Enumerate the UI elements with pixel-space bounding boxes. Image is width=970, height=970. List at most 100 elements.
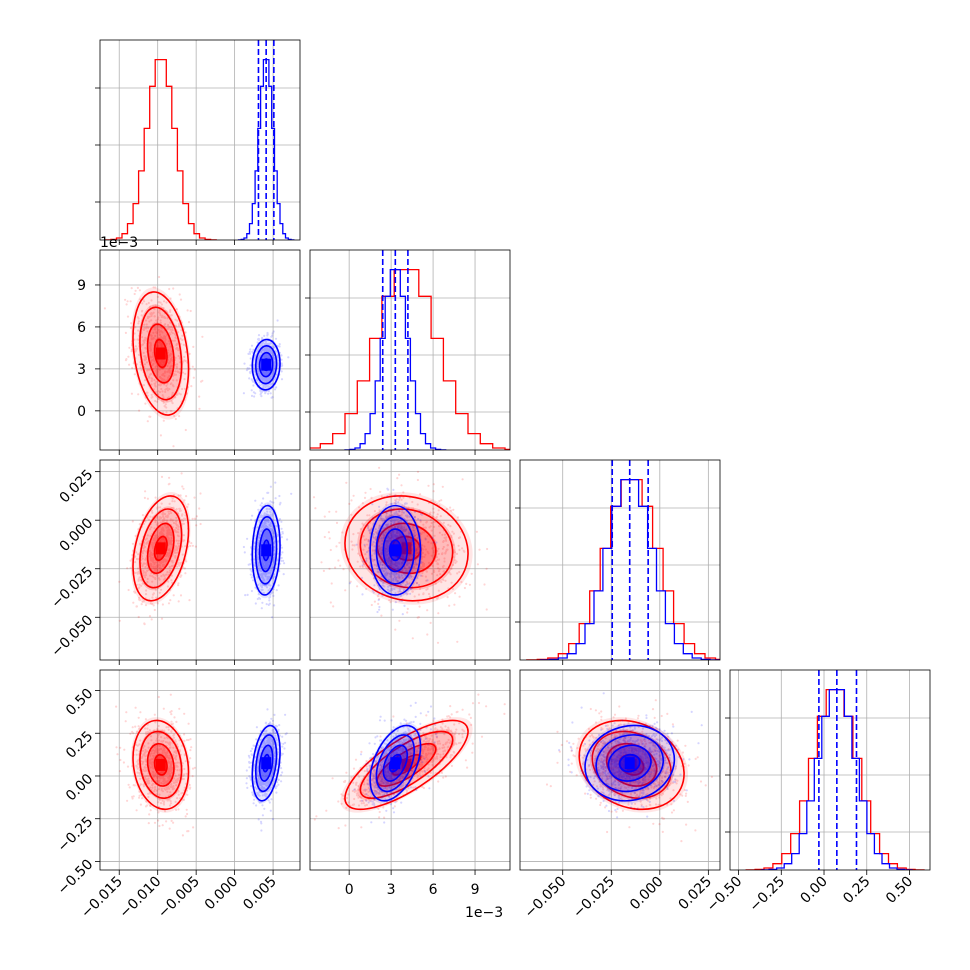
scatter-point: [125, 711, 128, 714]
scatter-point: [432, 490, 435, 493]
scatter-point: [421, 565, 425, 568]
scatter-point: [158, 309, 161, 312]
scatter-point: [146, 369, 149, 372]
scatter-point: [266, 385, 269, 388]
scatter-point: [185, 560, 188, 563]
scatter-point: [360, 576, 364, 580]
scatter-point: [401, 561, 404, 564]
scatter-point: [158, 532, 162, 535]
scatter-point: [151, 547, 155, 550]
scatter-point: [153, 608, 156, 612]
scatter-point: [185, 738, 189, 742]
scatter-point: [149, 343, 152, 346]
scatter-point: [281, 551, 284, 554]
scatter-point: [262, 497, 265, 500]
scatter-point: [264, 377, 267, 380]
scatter-point: [136, 567, 140, 570]
scatter-point: [140, 579, 143, 582]
scatter-point: [272, 501, 275, 504]
scatter-point: [187, 722, 190, 725]
scatter-point: [409, 592, 412, 595]
scatter-point: [173, 528, 176, 532]
scatter-point: [137, 578, 140, 581]
scatter-point: [158, 362, 162, 365]
scatter-point: [267, 392, 270, 395]
scatter-point: [182, 487, 185, 490]
scatter-point: [174, 356, 177, 359]
scatter-point: [270, 350, 273, 353]
scatter-point: [179, 594, 183, 597]
scatter-point: [271, 352, 274, 355]
scatter-point: [270, 592, 273, 595]
scatter-point: [260, 391, 263, 395]
scatter-point: [265, 534, 268, 537]
scatter-point: [178, 357, 181, 360]
scatter-point: [134, 348, 137, 351]
scatter-point: [127, 588, 130, 592]
scatter-point: [426, 579, 429, 582]
scatter-point: [252, 380, 255, 383]
scatter-point: [148, 549, 151, 553]
scatter-point: [348, 502, 351, 505]
scatter-point: [199, 522, 202, 526]
scatter-point: [158, 340, 161, 343]
scatter-point: [149, 515, 152, 518]
scatter-point: [271, 577, 275, 580]
scatter-point: [265, 346, 268, 349]
scatter-point: [166, 571, 169, 574]
scatter-point: [139, 578, 142, 582]
scatter-point: [191, 775, 194, 778]
scatter-point: [262, 372, 266, 375]
scatter-point: [149, 342, 152, 345]
scatter-point: [264, 371, 267, 374]
scatter-point: [141, 309, 144, 312]
scatter-point: [266, 563, 269, 566]
scatter-point: [148, 415, 151, 418]
scatter-point: [264, 575, 267, 578]
scatter-point: [160, 359, 163, 362]
scatter-point: [266, 537, 270, 540]
scatter-point: [266, 564, 269, 567]
scatter-point: [179, 562, 182, 566]
scatter-point: [167, 555, 170, 558]
scatter-point: [151, 541, 154, 544]
scatter-point: [180, 472, 183, 475]
scatter-point: [171, 559, 174, 563]
scatter-point: [388, 599, 391, 602]
scatter-point: [276, 364, 279, 367]
scatter-point: [188, 787, 191, 790]
scatter-point: [262, 371, 265, 374]
scatter-point: [272, 356, 275, 360]
scatter-point: [126, 315, 130, 318]
scatter-point: [264, 340, 268, 343]
scatter-point: [153, 359, 156, 362]
scatter-point: [171, 519, 174, 522]
scatter-point: [137, 329, 140, 332]
scatter-point: [260, 569, 263, 573]
scatter-point: [266, 334, 269, 337]
scatter-point: [259, 504, 262, 507]
scatter-point: [150, 396, 153, 399]
scatter-point: [280, 358, 283, 361]
scatter-point: [350, 499, 353, 502]
scatter-point: [264, 524, 268, 527]
scatter-point: [417, 593, 421, 596]
scatter-point: [449, 506, 452, 509]
scatter-point: [152, 576, 155, 579]
scatter-point: [276, 356, 279, 359]
scatter-point: [163, 380, 166, 383]
scatter-point: [152, 357, 156, 360]
scatter-point: [256, 338, 260, 341]
scatter-point: [264, 519, 267, 522]
scatter-point: [168, 531, 171, 534]
scatter-point: [262, 514, 265, 518]
scatter-point: [145, 323, 148, 326]
scatter-point: [485, 567, 488, 570]
scatter-point: [189, 757, 192, 760]
scatter-point: [265, 343, 268, 346]
scatter-point: [252, 364, 255, 367]
scatter-point: [418, 509, 421, 512]
scatter-point: [392, 488, 395, 491]
scatter-point: [250, 518, 253, 521]
scatter-point: [260, 576, 263, 579]
